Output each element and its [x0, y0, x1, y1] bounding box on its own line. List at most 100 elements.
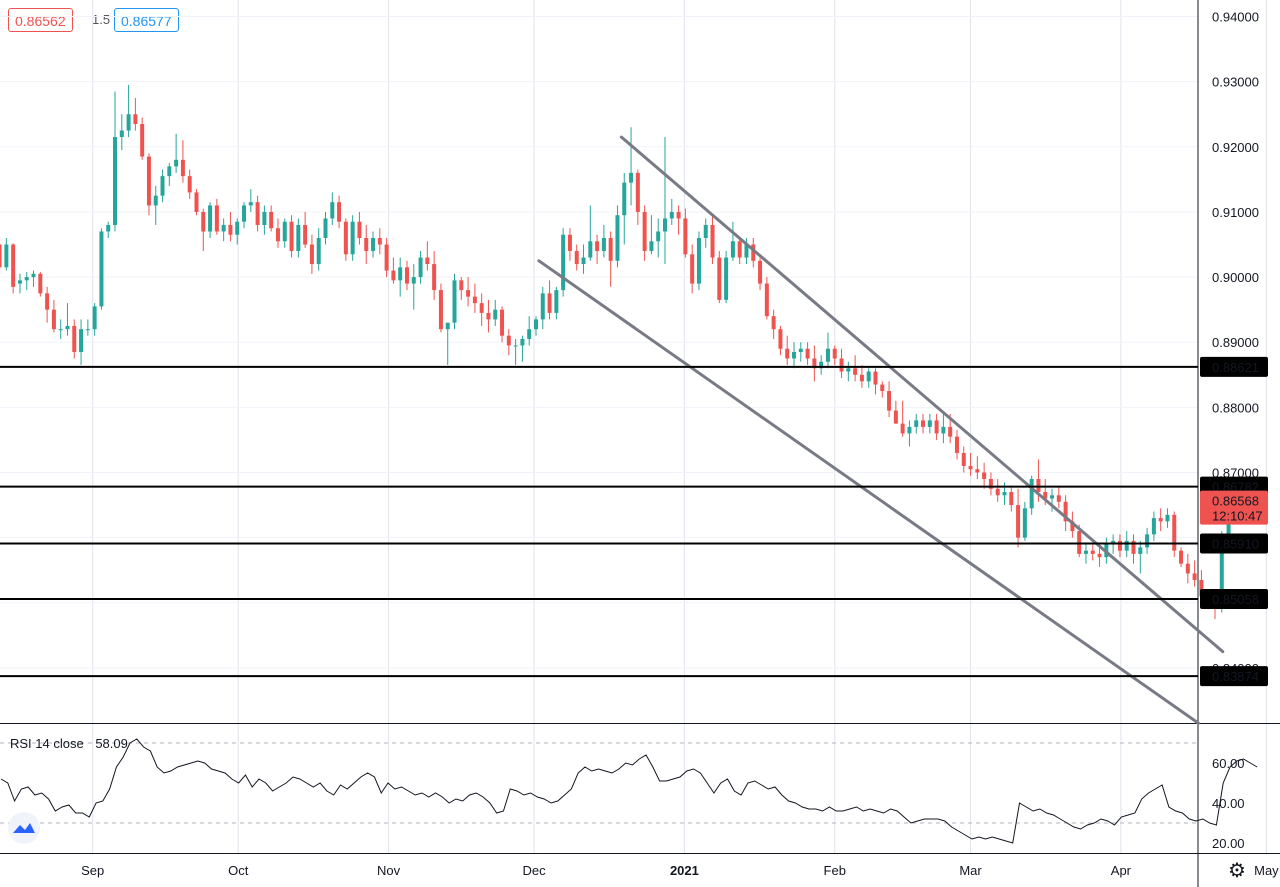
rsi-axis-label: 20.00 — [1212, 836, 1245, 851]
candle-body — [1138, 547, 1143, 554]
candle-body — [201, 211, 206, 232]
candle-body — [398, 267, 403, 281]
candle-body — [995, 488, 1000, 496]
candle-body — [1050, 495, 1055, 499]
candle-body — [595, 241, 600, 252]
candle-body — [1022, 508, 1027, 538]
candle-body — [11, 244, 16, 287]
candle-body — [180, 159, 185, 177]
candle-body — [893, 410, 898, 424]
candle-body — [1002, 492, 1007, 496]
level-price-tag — [1200, 588, 1268, 609]
candle-body — [866, 371, 871, 382]
price-axis-label: 0.89000 — [1212, 335, 1259, 350]
level-price-tag — [1200, 533, 1268, 554]
candle-body — [513, 345, 518, 347]
tradingview-logo-icon[interactable] — [8, 812, 40, 844]
candle-body — [914, 420, 919, 427]
candle-body — [248, 202, 253, 206]
settings-gear-icon[interactable]: ⚙ — [1228, 860, 1246, 882]
candle-body — [1009, 492, 1014, 506]
candle-body — [798, 348, 803, 352]
time-axis-label: Apr — [1111, 863, 1132, 878]
candle-body — [432, 264, 437, 291]
candle-body — [1131, 540, 1136, 554]
candle-body — [778, 329, 783, 349]
candle-body — [262, 211, 267, 225]
candle-body — [608, 238, 613, 261]
candle-body — [31, 273, 36, 278]
candle-body — [635, 172, 640, 212]
time-axis-label: Mar — [959, 863, 982, 878]
candle-body — [1219, 540, 1224, 607]
candle-body — [411, 277, 416, 284]
candle-body — [527, 329, 532, 339]
candle-body — [520, 338, 525, 346]
candle-body — [696, 238, 701, 284]
candle-body — [758, 260, 763, 284]
candle-body — [58, 329, 63, 331]
candle-body — [846, 368, 851, 372]
candle-body — [275, 228, 280, 242]
rsi-value: 58.09 — [95, 736, 128, 751]
candle-body — [38, 273, 43, 294]
candle-body — [221, 224, 226, 232]
candle-body — [581, 257, 586, 265]
candle-body — [934, 420, 939, 434]
candle-body — [282, 221, 287, 242]
candle-body — [737, 241, 742, 258]
level-price-label: 0.83874 — [1212, 669, 1259, 684]
candle-body — [72, 325, 77, 352]
time-axis-label: Nov — [377, 863, 401, 878]
candle-body — [1145, 534, 1150, 548]
candle-body — [235, 221, 240, 235]
candle-body — [805, 348, 810, 359]
candle-body — [751, 244, 756, 261]
candle-body — [859, 374, 864, 382]
candle-body — [921, 420, 926, 427]
price-axis-label: 0.92000 — [1212, 140, 1259, 155]
candle-body — [425, 257, 430, 265]
candle-body — [1199, 579, 1204, 597]
candle-body — [167, 166, 172, 177]
candle-body — [825, 348, 830, 362]
candle-body — [146, 156, 151, 206]
candle-body — [493, 309, 498, 320]
candle-body — [0, 244, 2, 268]
candle-body — [486, 312, 491, 320]
level-price-label: 0.85058 — [1212, 592, 1259, 607]
price-axis-label: 0.93000 — [1212, 75, 1259, 90]
candle-body — [561, 234, 566, 291]
candle-body — [547, 293, 552, 313]
candle-body — [975, 469, 980, 473]
candle-body — [289, 221, 294, 252]
candle-body — [988, 479, 993, 489]
candle-body — [357, 221, 362, 238]
candle-body — [771, 316, 776, 330]
candle-body — [717, 257, 722, 300]
candle-body — [764, 283, 769, 317]
candle-body — [629, 172, 634, 183]
candle-body — [106, 224, 111, 232]
candle-body — [744, 244, 749, 258]
candle-body — [1158, 518, 1163, 522]
candle-body — [323, 218, 328, 238]
candle-body — [296, 224, 301, 252]
candle-body — [377, 238, 382, 245]
candle-body — [506, 335, 511, 346]
candle-body — [1090, 550, 1095, 554]
candle-body — [730, 241, 735, 258]
level-price-label: 0.88621 — [1212, 360, 1259, 375]
time-axis-label: May — [1254, 863, 1279, 878]
time-axis-label: Feb — [824, 863, 846, 878]
candle-body — [1097, 553, 1102, 558]
candle-body — [601, 238, 606, 252]
spread-value: 1.5 — [92, 12, 111, 27]
candle-body — [330, 202, 335, 219]
candle-body — [140, 124, 145, 157]
candle-body — [554, 290, 559, 313]
candle-body — [214, 205, 219, 232]
level-price-tag — [1200, 666, 1268, 687]
candle-body — [683, 218, 688, 255]
